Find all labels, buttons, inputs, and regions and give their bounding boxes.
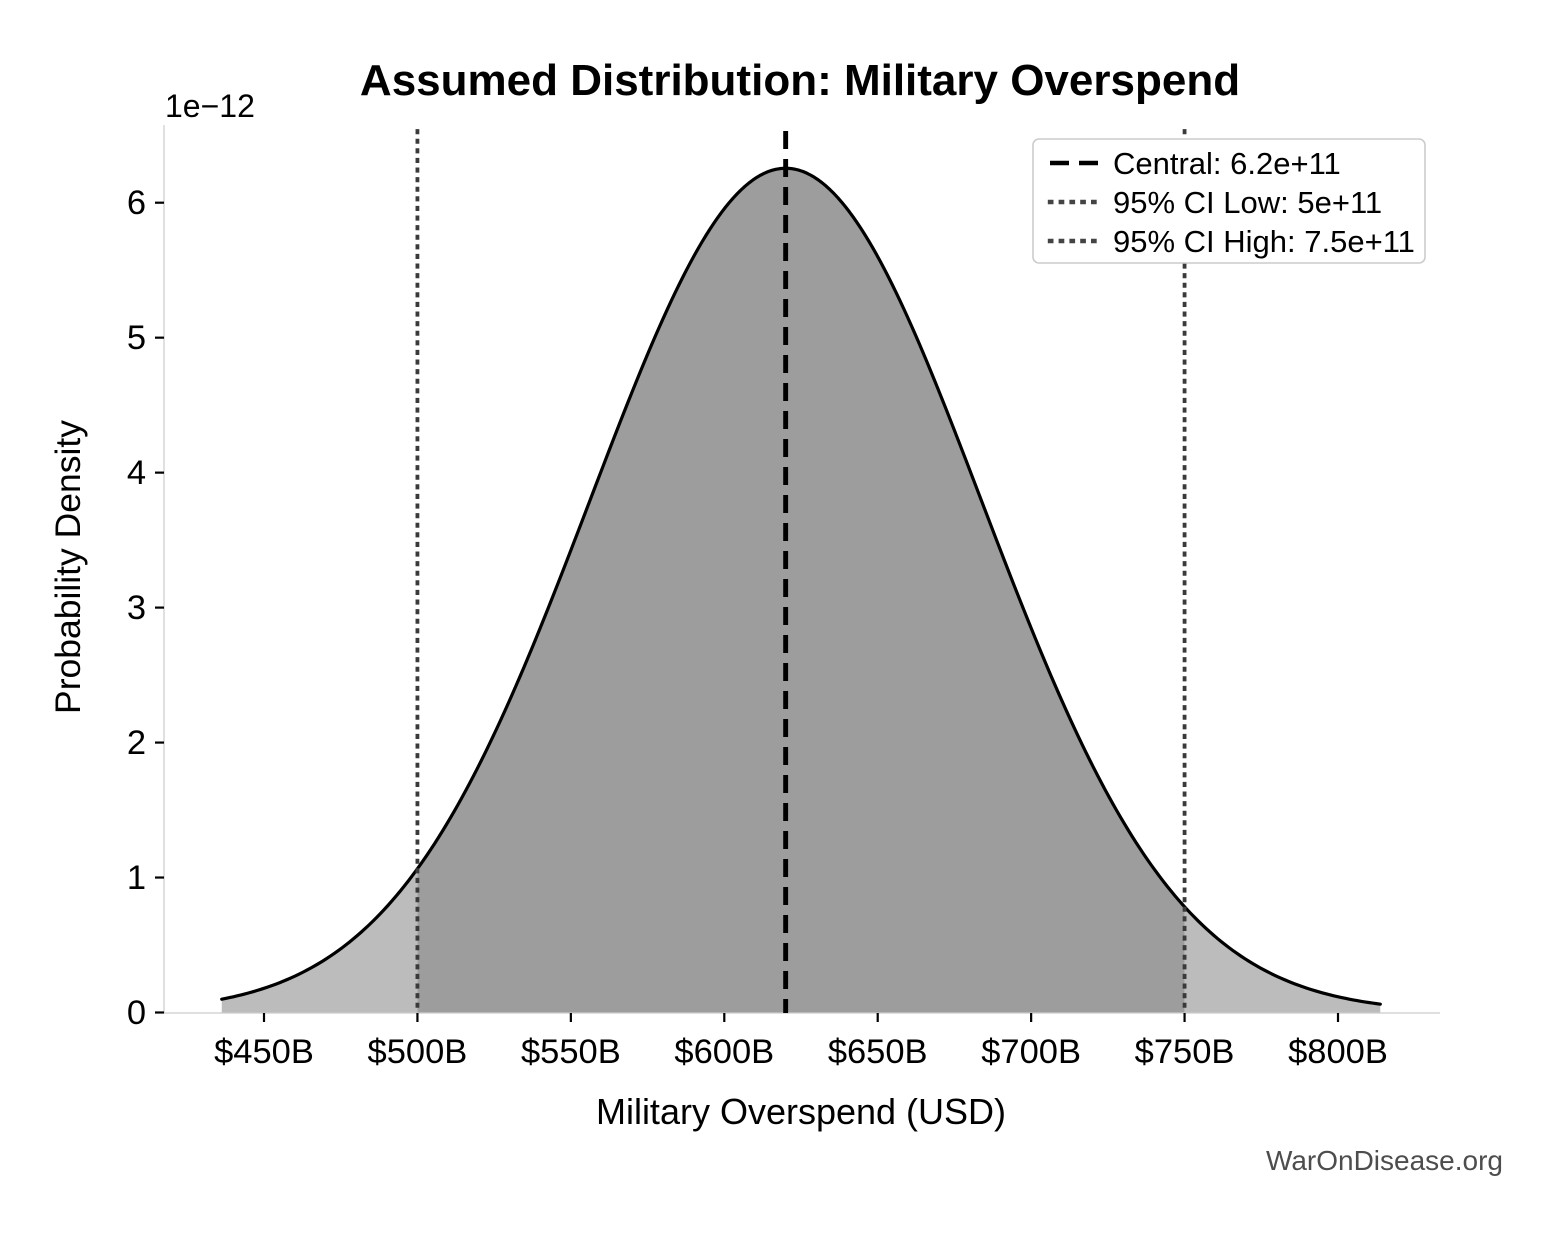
svg-text:Central: 6.2e+11: Central: 6.2e+11 — [1113, 146, 1341, 181]
svg-text:2: 2 — [127, 724, 146, 762]
svg-text:$750B: $750B — [1135, 1033, 1235, 1071]
svg-text:95% CI High: 7.5e+11: 95% CI High: 7.5e+11 — [1113, 224, 1415, 259]
svg-text:Assumed Distribution: Military: Assumed Distribution: Military Overspend — [360, 56, 1240, 105]
svg-text:$600B: $600B — [674, 1033, 774, 1071]
svg-text:$700B: $700B — [981, 1033, 1081, 1071]
svg-text:0: 0 — [127, 994, 146, 1032]
svg-text:$800B: $800B — [1288, 1033, 1388, 1071]
svg-text:1e−12: 1e−12 — [165, 88, 255, 124]
svg-text:$650B: $650B — [828, 1033, 928, 1071]
svg-text:$550B: $550B — [521, 1033, 621, 1071]
svg-text:$450B: $450B — [214, 1033, 314, 1071]
svg-text:5: 5 — [127, 319, 146, 357]
svg-text:4: 4 — [127, 454, 146, 492]
svg-text:$500B: $500B — [368, 1033, 468, 1071]
svg-text:1: 1 — [127, 859, 146, 897]
svg-text:95% CI Low: 5e+11: 95% CI Low: 5e+11 — [1113, 185, 1382, 220]
svg-text:WarOnDisease.org: WarOnDisease.org — [1266, 1145, 1503, 1176]
svg-text:3: 3 — [127, 589, 146, 627]
svg-text:6: 6 — [127, 184, 146, 222]
svg-text:Probability Density: Probability Density — [48, 420, 88, 714]
svg-text:Military Overspend (USD): Military Overspend (USD) — [596, 1091, 1006, 1132]
